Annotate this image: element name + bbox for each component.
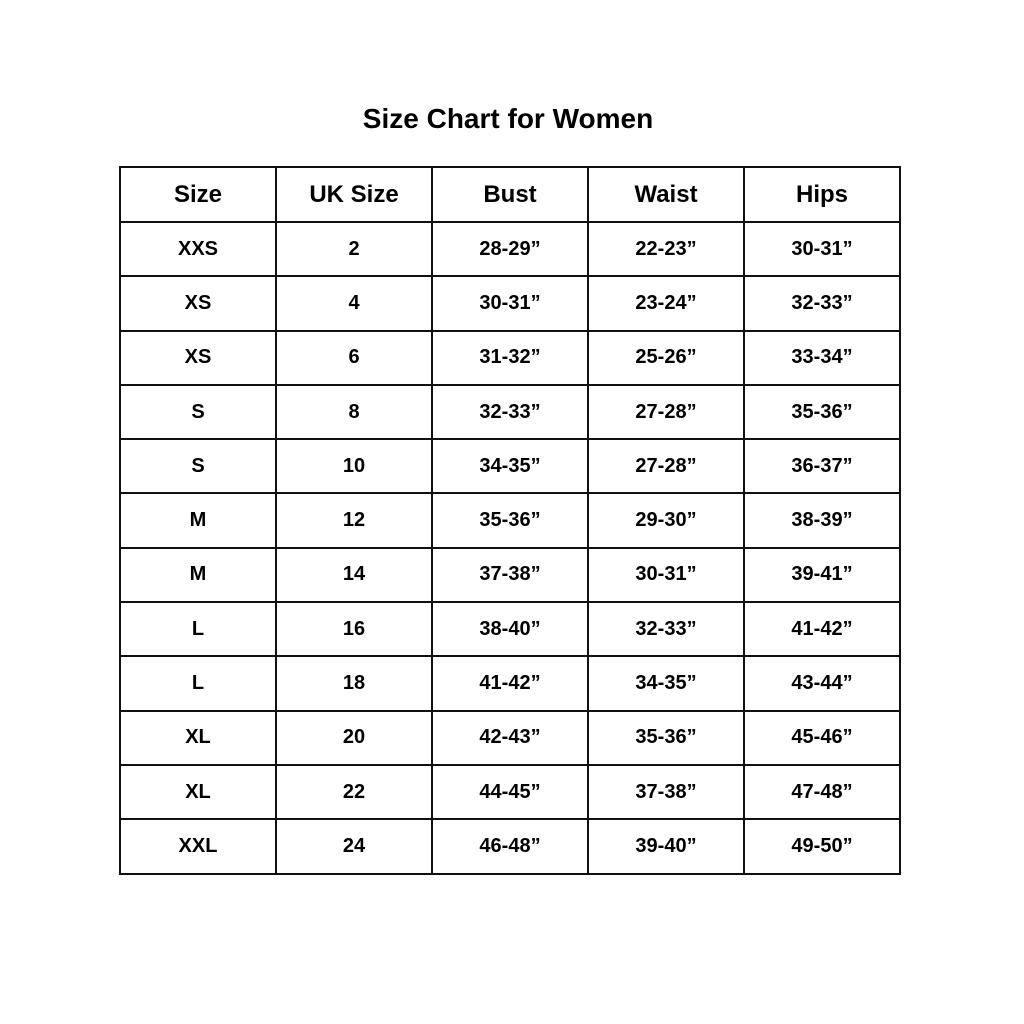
size-chart-table: Size UK Size Bust Waist Hips XXS 2 28-29” 22-23… <box>119 166 901 875</box>
table-cell: 20 <box>275 709 433 766</box>
table-cell: 4 <box>275 275 433 332</box>
column-header: UK Size <box>275 166 433 223</box>
table-cell: 38-39” <box>743 492 901 549</box>
table-cell: 39-40” <box>587 818 745 875</box>
table-row: XXL 24 46-48” 39-40” 49-50” <box>119 818 901 875</box>
table-body: XXS 2 28-29” 22-23” 30-31” XS 4 30-31” 23-24” 32-… <box>119 220 901 875</box>
table-cell: L <box>119 601 277 658</box>
table-row: S 10 34-35” 27-28” 36-37” <box>119 438 901 495</box>
table-cell: 34-35” <box>431 438 589 495</box>
table-cell: 29-30” <box>587 492 745 549</box>
table-cell: XL <box>119 763 277 821</box>
table-cell: 10 <box>275 438 433 495</box>
table-cell: 27-28” <box>587 438 745 495</box>
table-cell: 32-33” <box>431 383 589 441</box>
table-cell: 30-31” <box>587 546 745 604</box>
table-cell: 35-36” <box>431 492 589 549</box>
table-row: M 12 35-36” 29-30” 38-39” <box>119 492 901 549</box>
column-header: Bust <box>431 166 589 223</box>
table-cell: 34-35” <box>587 655 745 712</box>
column-header: Size <box>119 166 277 223</box>
table-cell: 46-48” <box>431 818 589 875</box>
column-header: Hips <box>743 166 901 223</box>
table-cell: XS <box>119 275 277 332</box>
table-cell: 22-23” <box>587 220 745 278</box>
table-cell: 18 <box>275 655 433 712</box>
page-title: Size Chart for Women <box>362 103 654 134</box>
table-cell: 43-44” <box>743 655 901 712</box>
table-cell: 32-33” <box>587 601 745 658</box>
table-cell: XXS <box>119 220 277 278</box>
table-cell: XXL <box>119 818 277 875</box>
table-cell: 28-29” <box>431 220 589 278</box>
table-cell: 37-38” <box>431 546 589 604</box>
table-row: S 8 32-33” 27-28” 35-36” <box>119 383 901 441</box>
table-cell: 27-28” <box>587 383 745 441</box>
table-cell: 47-48” <box>743 763 901 821</box>
table-cell: 33-34” <box>743 329 901 386</box>
column-header: Waist <box>587 166 745 223</box>
table-cell: M <box>119 492 277 549</box>
table-cell: 36-37” <box>743 438 901 495</box>
table-cell: 30-31” <box>431 275 589 332</box>
table-cell: 16 <box>275 601 433 658</box>
table-row: XS 6 31-32” 25-26” 33-34” <box>119 329 901 386</box>
table-cell: L <box>119 655 277 712</box>
table-cell: 12 <box>275 492 433 549</box>
table-cell: 32-33” <box>743 275 901 332</box>
table-cell: 22 <box>275 763 433 821</box>
table-row: XL 20 42-43” 35-36” 45-46” <box>119 709 901 766</box>
table-row: XL 22 44-45” 37-38” 47-48” <box>119 763 901 821</box>
table-row: XXS 2 28-29” 22-23” 30-31” <box>119 220 901 278</box>
table-cell: 2 <box>275 220 433 278</box>
table-row: L 16 38-40” 32-33” 41-42” <box>119 601 901 658</box>
table-cell: 49-50” <box>743 818 901 875</box>
table-cell: XL <box>119 709 277 766</box>
table-cell: 24 <box>275 818 433 875</box>
table-row: XS 4 30-31” 23-24” 32-33” <box>119 275 901 332</box>
table-cell: 35-36” <box>587 709 745 766</box>
table-cell: M <box>119 546 277 604</box>
table-cell: 37-38” <box>587 763 745 821</box>
table-cell: 25-26” <box>587 329 745 386</box>
table-cell: 41-42” <box>431 655 589 712</box>
table-cell: 23-24” <box>587 275 745 332</box>
table-cell: 14 <box>275 546 433 604</box>
table-cell: 30-31” <box>743 220 901 278</box>
table-row: L 18 41-42” 34-35” 43-44” <box>119 655 901 712</box>
table-cell: XS <box>119 329 277 386</box>
table-cell: 39-41” <box>743 546 901 604</box>
table-cell: 42-43” <box>431 709 589 766</box>
table-cell: 44-45” <box>431 763 589 821</box>
table-cell: S <box>119 383 277 441</box>
table-row: M 14 37-38” 30-31” 39-41” <box>119 546 901 604</box>
table-cell: S <box>119 438 277 495</box>
table-cell: 6 <box>275 329 433 386</box>
table-cell: 45-46” <box>743 709 901 766</box>
table-cell: 8 <box>275 383 433 441</box>
table-cell: 35-36” <box>743 383 901 441</box>
table-cell: 41-42” <box>743 601 901 658</box>
table-cell: 38-40” <box>431 601 589 658</box>
header-row: Size UK Size Bust Waist Hips <box>119 166 901 223</box>
table-cell: 31-32” <box>431 329 589 386</box>
